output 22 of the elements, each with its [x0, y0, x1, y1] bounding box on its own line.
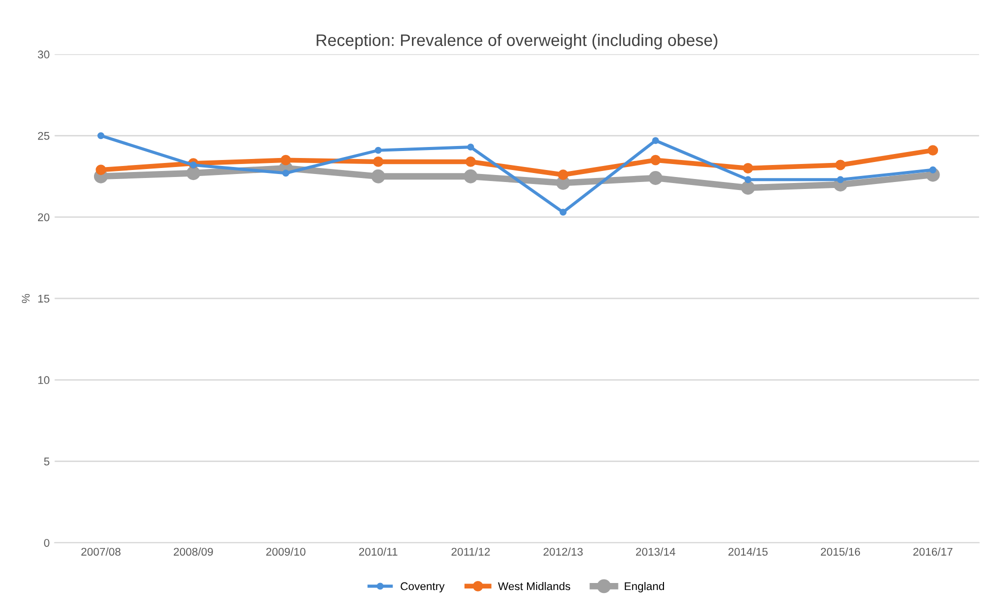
x-tick-label: 2009/10	[266, 548, 306, 556]
y-axis-title: %	[22, 294, 30, 304]
y-tick-label: 0	[44, 538, 50, 547]
legend-label: England	[624, 582, 664, 592]
y-tick-label: 15	[38, 294, 50, 303]
y-tick-label: 30	[38, 50, 50, 58]
x-tick-label: 2011/12	[452, 548, 490, 556]
x-tick-label: 2010/11	[359, 548, 398, 556]
y-tick-label: 25	[38, 132, 50, 140]
x-tick-label: 2013/14	[636, 548, 676, 556]
x-tick-label: 2015/16	[820, 548, 860, 556]
x-tick-label: 2012/13	[544, 548, 583, 556]
legend-label: West Midlands	[498, 582, 570, 590]
x-tick-label: 2016/17	[913, 548, 952, 556]
x-tick-label: 2008/09	[174, 548, 213, 556]
x-tick-label: 2014/15	[728, 548, 768, 556]
y-tick-label: 10	[38, 376, 50, 384]
chart-title: Reception: Prevalence of overweight (including obese)	[316, 34, 718, 50]
y-tick-label: 20	[38, 213, 50, 222]
y-tick-label: 5	[44, 458, 50, 466]
legend-label: Coventry	[400, 582, 445, 592]
x-tick-label: 2007/08	[81, 548, 120, 556]
